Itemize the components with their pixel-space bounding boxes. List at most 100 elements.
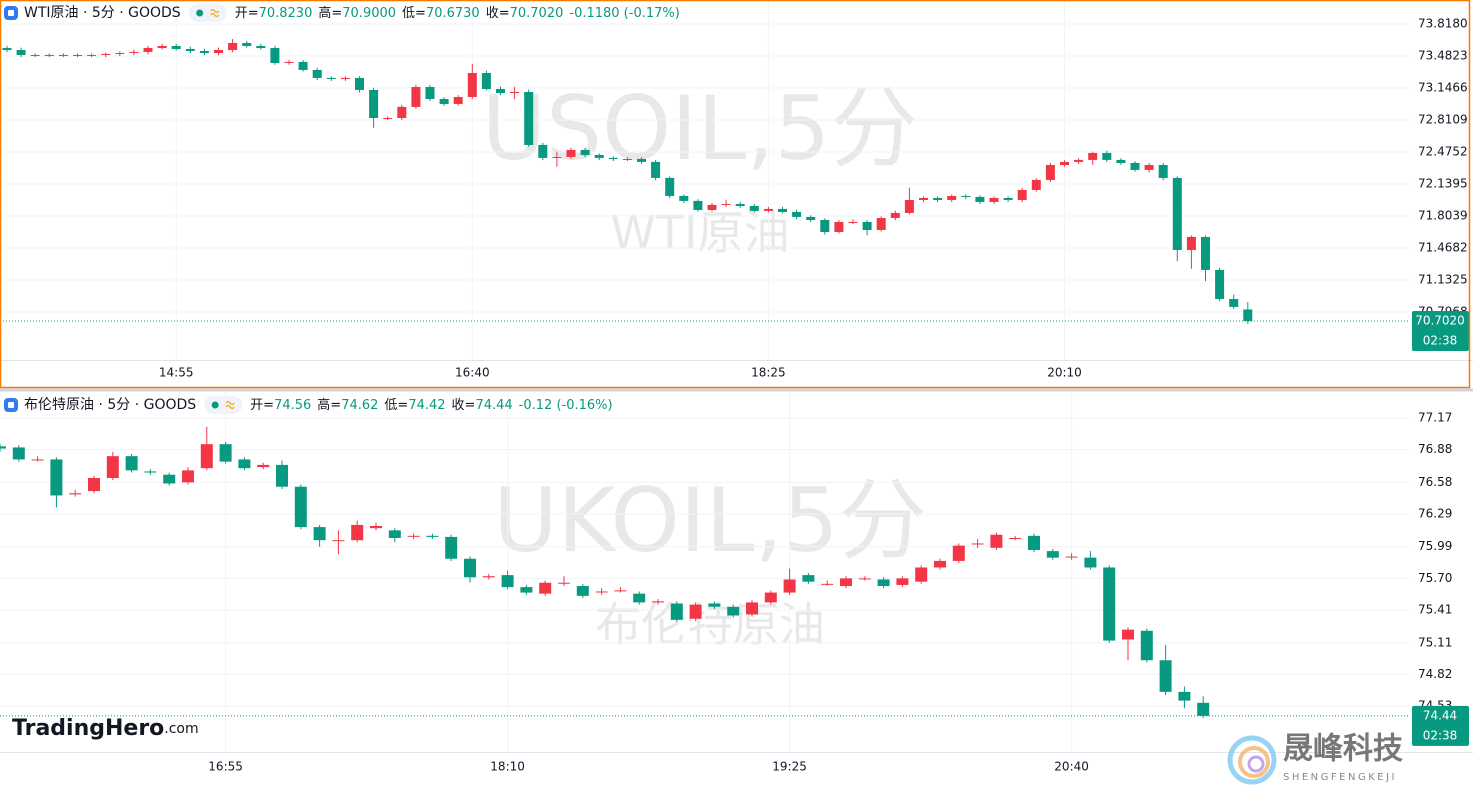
ohlc-value: 74.56 — [274, 398, 311, 413]
candle-body — [312, 69, 322, 78]
candle-body — [326, 77, 336, 80]
change: -0.1180 (-0.17%) — [569, 6, 679, 21]
candle-body — [915, 567, 928, 582]
candle-body — [199, 50, 209, 53]
candle-body — [802, 575, 815, 582]
x-tick-label: 18:25 — [751, 366, 786, 380]
candle-body — [1130, 162, 1140, 170]
candle-body — [270, 48, 280, 63]
candle-body — [1116, 159, 1126, 163]
candle-body — [0, 446, 6, 449]
logo-left: TradingHero.com — [12, 716, 199, 741]
candle-body — [721, 203, 731, 205]
candle-body — [990, 534, 1003, 548]
candle-body — [501, 575, 514, 588]
candle-body — [1172, 177, 1182, 251]
candle-body — [933, 197, 943, 200]
candle-body — [256, 46, 266, 49]
status-dot — [196, 9, 204, 17]
candle-body — [989, 197, 999, 202]
ohlc-label: 开= — [250, 398, 274, 413]
x-tick-label: 19:25 — [772, 760, 807, 774]
candle-body — [238, 459, 251, 469]
x-tick-label: 18:10 — [490, 760, 525, 774]
y-tick-label: 76.29 — [1418, 507, 1452, 521]
candle-body — [896, 578, 909, 585]
candle-body — [143, 48, 153, 52]
x-tick-label: 14:55 — [159, 366, 194, 380]
candle-body — [1186, 236, 1196, 251]
y-tick-label: 71.4682 — [1418, 240, 1468, 254]
chart-pane: USOIL,5分 WTI原油 73.8180 73.4823 73.1466 72.810… — [0, 0, 1473, 380]
candle-body — [1243, 309, 1253, 322]
candle-body — [219, 444, 232, 462]
watermark: USOIL,5分 — [482, 77, 918, 180]
candle-body — [185, 48, 195, 51]
candle-body — [101, 53, 111, 55]
candle-body — [746, 602, 758, 615]
candle-body — [369, 89, 379, 118]
candle-body — [31, 459, 44, 461]
y-tick-label: 74.82 — [1418, 667, 1452, 681]
ohlc-value: 70.8230 — [259, 6, 313, 21]
x-tick-label: 20:10 — [1047, 366, 1082, 380]
ohlc-value: 74.44 — [475, 398, 512, 413]
candle-body — [496, 89, 505, 94]
x-tick-label: 16:40 — [455, 366, 490, 380]
ohlc-label: 高= — [317, 397, 341, 413]
candle-body — [214, 50, 223, 53]
candle-body — [637, 158, 646, 162]
candle-body — [1028, 535, 1040, 551]
ohlc-value: 70.9000 — [342, 6, 396, 21]
candle-body — [125, 456, 138, 471]
candle-body — [783, 579, 796, 593]
status-wave — [225, 400, 235, 410]
candle-body — [16, 50, 26, 55]
candle-body — [50, 459, 63, 496]
logo-right-sub: SHENGFENGKEJI — [1283, 772, 1397, 783]
candle-body — [340, 77, 350, 80]
candle-body — [890, 212, 900, 218]
candle-body — [88, 477, 100, 492]
chart-pane: UKOIL,5分布伦特原油77.1776.8876.5876.2975.9975… — [0, 392, 1473, 774]
ohlc-label: 收= — [486, 6, 510, 21]
y-tick-label: 72.1395 — [1418, 176, 1468, 190]
countdown: 02:38 — [1423, 728, 1458, 742]
candle-body — [848, 221, 858, 223]
candle-body — [1215, 269, 1225, 300]
candle-body — [806, 216, 816, 220]
candle-body — [1159, 660, 1172, 692]
candle-body — [332, 540, 345, 542]
candle-body — [858, 578, 871, 580]
candle-body — [1060, 161, 1069, 165]
y-tick-label: 75.11 — [1418, 635, 1452, 649]
logo-left-suffix: .com — [164, 721, 198, 737]
candle-body — [171, 46, 181, 49]
candle-body — [727, 606, 740, 616]
candle-body — [520, 587, 533, 593]
y-tick-label: 73.1466 — [1418, 81, 1468, 95]
candle-body — [1017, 189, 1027, 200]
candle-body — [115, 52, 125, 54]
candle-body — [355, 77, 364, 90]
candle-body — [821, 583, 834, 585]
candle-body — [351, 524, 364, 541]
candle-body — [1045, 164, 1055, 180]
candle-body — [464, 558, 476, 578]
candle-body — [538, 144, 548, 158]
candle-body — [106, 456, 119, 478]
y-tick-label: 76.88 — [1418, 442, 1452, 456]
candle-body — [144, 471, 157, 473]
ohlc-label: 开= — [235, 6, 259, 21]
active-pane-border — [0, 0, 1471, 389]
candle-body — [510, 91, 520, 94]
candle-body — [1122, 629, 1134, 640]
candle-body — [975, 196, 985, 202]
candle-body — [576, 586, 589, 596]
y-tick-label: 72.4752 — [1418, 144, 1468, 158]
candle-body — [539, 582, 552, 594]
candle-body — [1178, 691, 1191, 701]
candle-body — [1197, 702, 1210, 716]
